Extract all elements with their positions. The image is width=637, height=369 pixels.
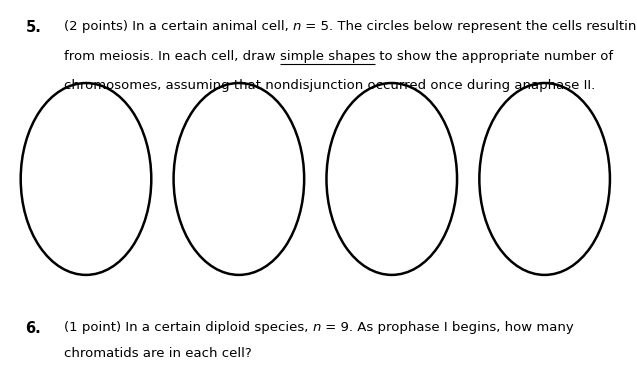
- Text: n: n: [312, 321, 320, 334]
- Text: 6.: 6.: [25, 321, 41, 336]
- Text: simple shapes: simple shapes: [280, 50, 375, 63]
- Text: (2 points) In a certain animal cell,: (2 points) In a certain animal cell,: [64, 20, 292, 33]
- Text: from meiosis. In each cell, draw: from meiosis. In each cell, draw: [64, 50, 280, 63]
- Text: n: n: [292, 20, 301, 33]
- Text: chromosomes, assuming that nondisjunction occurred once during anaphase II.: chromosomes, assuming that nondisjunctio…: [64, 79, 595, 92]
- Text: 5.: 5.: [25, 20, 41, 35]
- Text: to show the appropriate number of: to show the appropriate number of: [375, 50, 613, 63]
- Text: (1 point) In a certain diploid species,: (1 point) In a certain diploid species,: [64, 321, 312, 334]
- Text: chromatids are in each cell?: chromatids are in each cell?: [64, 347, 252, 360]
- Text: = 5. The circles below represent the cells resulting: = 5. The circles below represent the cel…: [301, 20, 637, 33]
- Text: = 9. As prophase I begins, how many: = 9. As prophase I begins, how many: [321, 321, 573, 334]
